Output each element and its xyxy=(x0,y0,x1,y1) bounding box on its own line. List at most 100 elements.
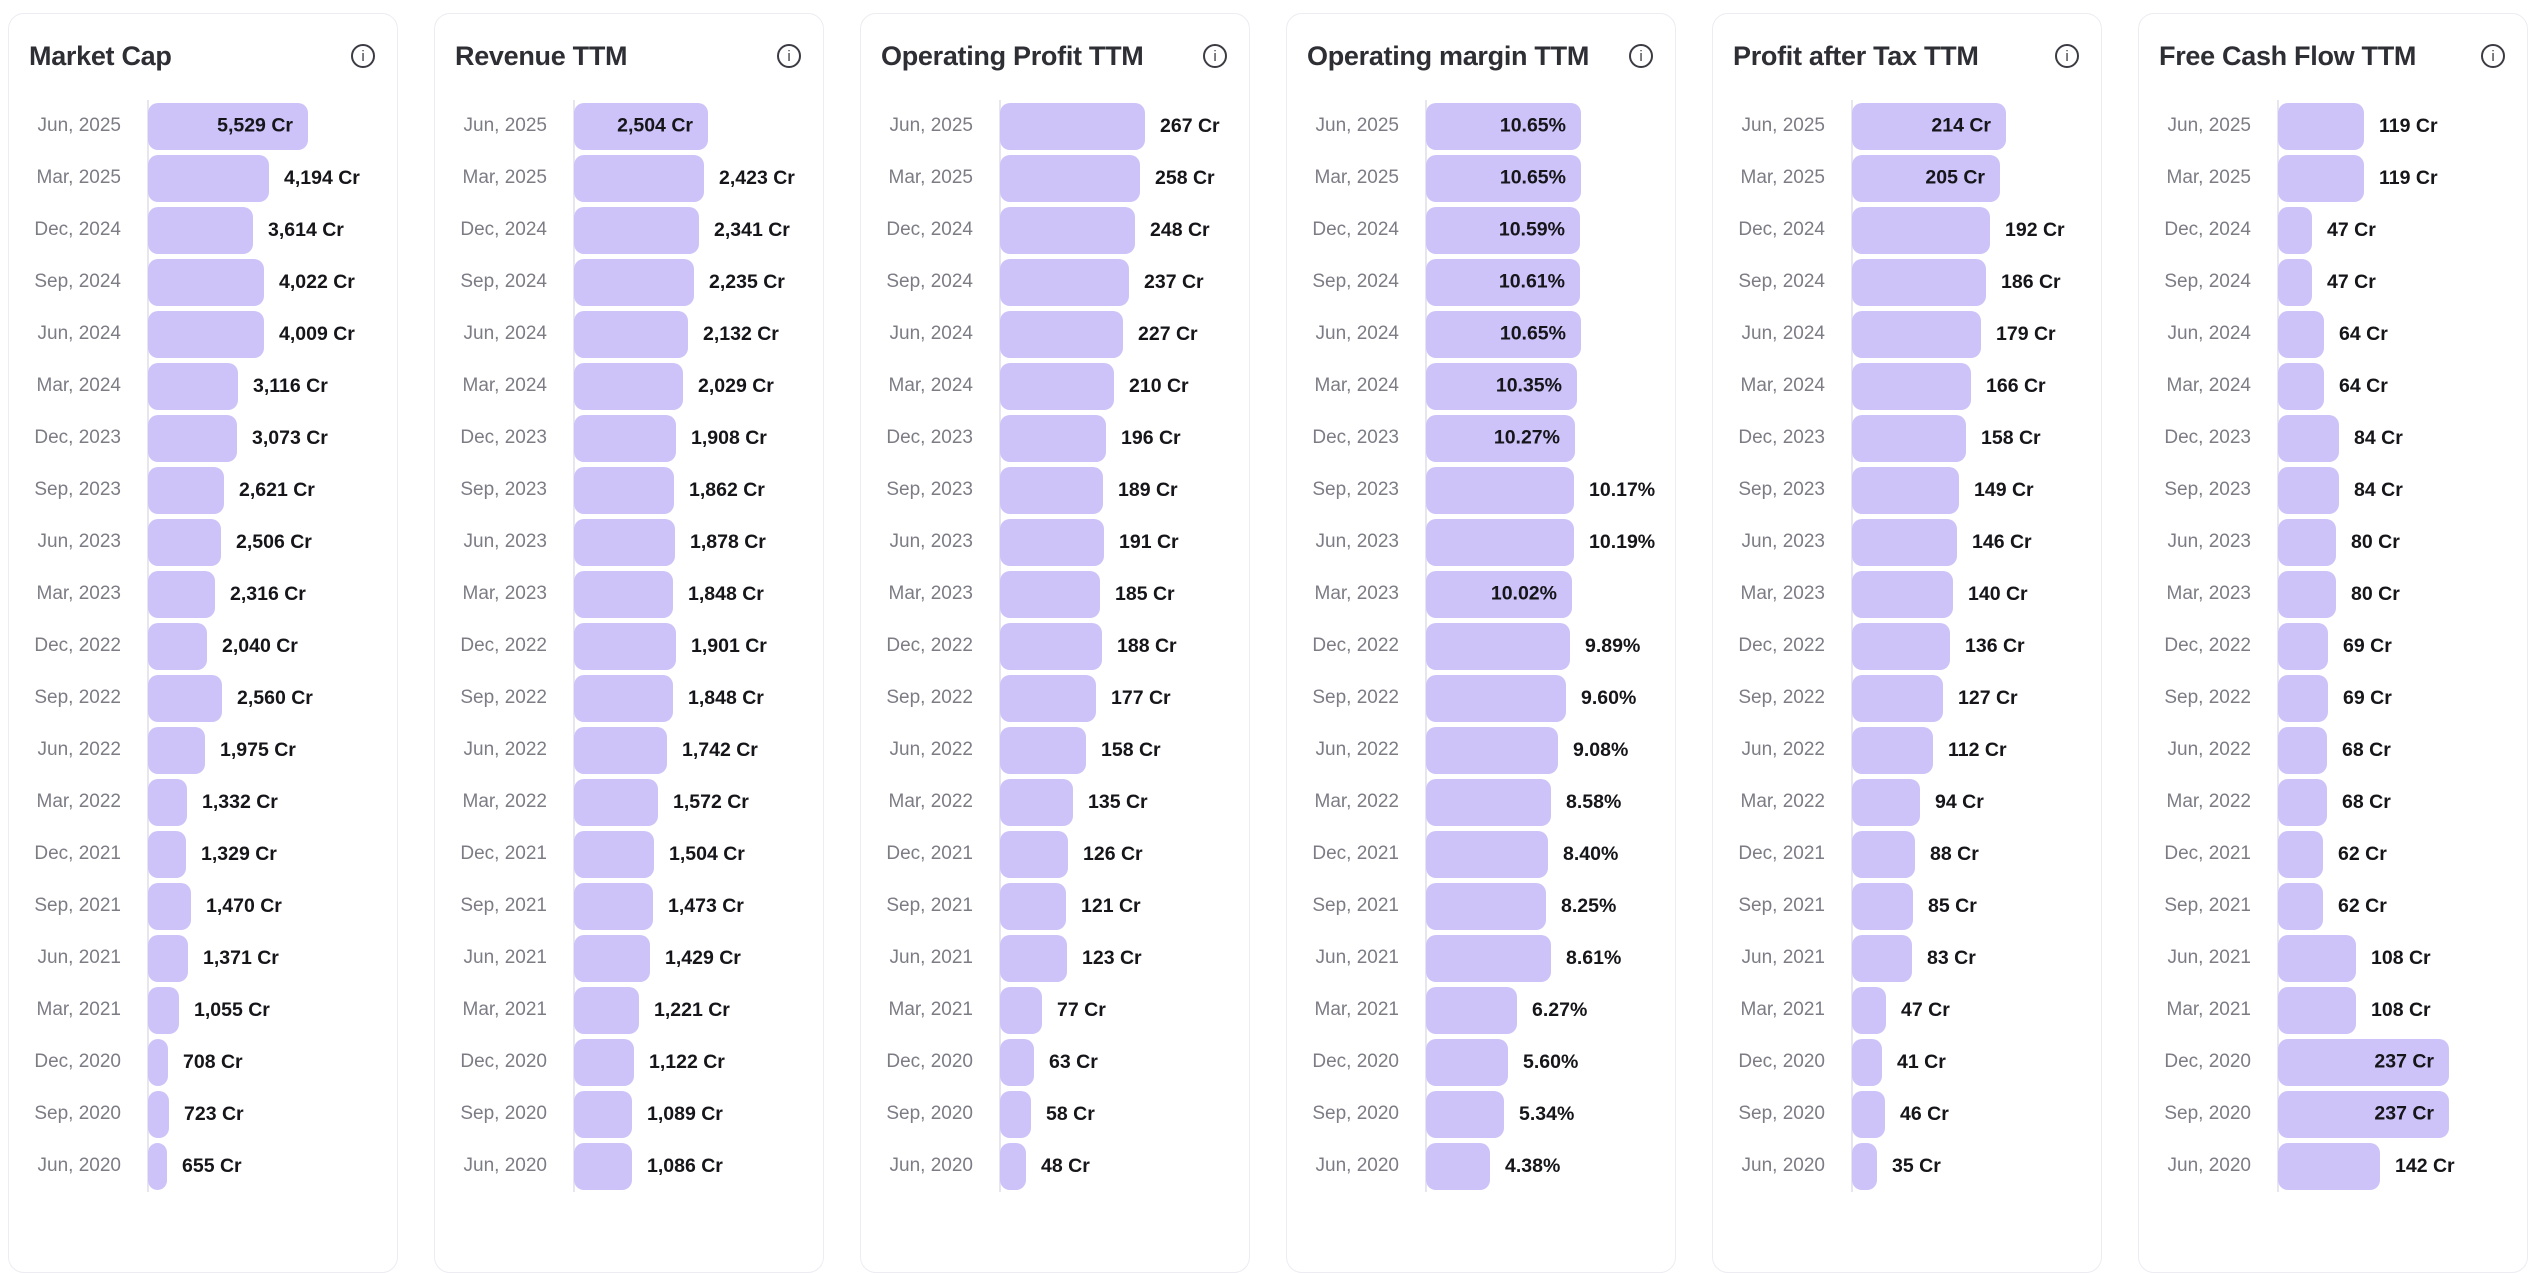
bar[interactable] xyxy=(2278,882,2323,930)
bar[interactable] xyxy=(2278,570,2336,618)
bar[interactable]: 205 Cr xyxy=(1852,154,2000,202)
bar[interactable] xyxy=(2278,414,2339,462)
bar[interactable] xyxy=(1852,986,1886,1034)
bar[interactable] xyxy=(2278,674,2328,722)
bar[interactable] xyxy=(2278,258,2312,306)
bar[interactable] xyxy=(2278,466,2339,514)
bar[interactable]: 5,529 Cr xyxy=(148,102,308,150)
bar[interactable] xyxy=(1000,362,1114,410)
bar[interactable] xyxy=(1426,726,1558,774)
info-icon[interactable]: i xyxy=(2055,44,2079,68)
bar[interactable]: 10.61% xyxy=(1426,258,1580,306)
bar[interactable] xyxy=(148,622,207,670)
bar[interactable]: 237 Cr xyxy=(2278,1038,2449,1086)
bar[interactable] xyxy=(2278,1142,2380,1190)
bar[interactable] xyxy=(148,466,224,514)
bar[interactable] xyxy=(1000,1090,1031,1138)
bar[interactable] xyxy=(574,622,676,670)
bar[interactable] xyxy=(1426,830,1548,878)
bar[interactable] xyxy=(574,258,694,306)
bar[interactable]: 10.27% xyxy=(1426,414,1575,462)
bar[interactable] xyxy=(1852,622,1950,670)
bar[interactable] xyxy=(1852,778,1920,826)
bar[interactable]: 10.02% xyxy=(1426,570,1572,618)
bar[interactable]: 10.35% xyxy=(1426,362,1577,410)
bar[interactable] xyxy=(1000,882,1066,930)
bar[interactable] xyxy=(1426,1090,1504,1138)
info-icon[interactable]: i xyxy=(1203,44,1227,68)
bar[interactable] xyxy=(1852,518,1957,566)
bar[interactable] xyxy=(1000,778,1073,826)
bar[interactable] xyxy=(1000,466,1103,514)
bar[interactable] xyxy=(148,258,264,306)
bar[interactable] xyxy=(148,414,237,462)
bar[interactable] xyxy=(574,934,650,982)
bar[interactable] xyxy=(574,1090,632,1138)
bar[interactable] xyxy=(1000,726,1086,774)
bar[interactable] xyxy=(1426,934,1551,982)
bar[interactable] xyxy=(1426,518,1574,566)
bar[interactable] xyxy=(1000,206,1135,254)
bar[interactable] xyxy=(1852,1090,1885,1138)
bar[interactable] xyxy=(1852,934,1912,982)
bar[interactable] xyxy=(1852,674,1943,722)
bar[interactable] xyxy=(148,310,264,358)
bar[interactable] xyxy=(1852,570,1953,618)
bar[interactable] xyxy=(574,466,674,514)
bar[interactable] xyxy=(1000,570,1100,618)
bar[interactable] xyxy=(574,830,654,878)
bar[interactable] xyxy=(574,882,653,930)
bar[interactable] xyxy=(2278,986,2356,1034)
bar[interactable] xyxy=(1000,830,1068,878)
bar[interactable] xyxy=(1426,466,1574,514)
bar[interactable] xyxy=(1000,310,1123,358)
bar[interactable] xyxy=(574,1142,632,1190)
bar[interactable] xyxy=(574,778,658,826)
bar[interactable] xyxy=(1852,310,1981,358)
bar[interactable] xyxy=(2278,778,2327,826)
info-icon[interactable]: i xyxy=(2481,44,2505,68)
bar[interactable] xyxy=(574,206,699,254)
bar[interactable] xyxy=(574,726,667,774)
bar[interactable] xyxy=(2278,206,2312,254)
bar[interactable] xyxy=(574,518,675,566)
bar[interactable] xyxy=(148,1142,167,1190)
bar[interactable] xyxy=(2278,518,2336,566)
bar[interactable] xyxy=(1852,1142,1877,1190)
bar[interactable] xyxy=(1852,414,1966,462)
bar[interactable] xyxy=(148,1090,169,1138)
bar[interactable] xyxy=(1852,206,1990,254)
info-icon[interactable]: i xyxy=(1629,44,1653,68)
bar[interactable] xyxy=(1000,674,1096,722)
bar[interactable] xyxy=(2278,622,2328,670)
bar[interactable] xyxy=(1000,154,1140,202)
bar[interactable] xyxy=(1000,518,1104,566)
bar[interactable] xyxy=(1852,466,1959,514)
bar[interactable] xyxy=(148,570,215,618)
bar[interactable] xyxy=(148,518,221,566)
bar[interactable] xyxy=(574,986,639,1034)
bar[interactable] xyxy=(574,674,673,722)
bar[interactable] xyxy=(148,778,187,826)
bar[interactable] xyxy=(1000,622,1102,670)
bar[interactable]: 10.59% xyxy=(1426,206,1580,254)
bar[interactable] xyxy=(1426,1142,1490,1190)
bar[interactable] xyxy=(2278,310,2324,358)
bar[interactable] xyxy=(1852,258,1986,306)
bar[interactable] xyxy=(1000,1038,1034,1086)
bar[interactable] xyxy=(574,310,688,358)
bar[interactable]: 10.65% xyxy=(1426,310,1581,358)
bar[interactable] xyxy=(1852,726,1933,774)
bar[interactable] xyxy=(148,882,191,930)
bar[interactable]: 10.65% xyxy=(1426,154,1581,202)
bar[interactable]: 2,504 Cr xyxy=(574,102,708,150)
bar[interactable] xyxy=(2278,726,2327,774)
bar[interactable] xyxy=(1000,986,1042,1034)
bar[interactable] xyxy=(2278,362,2324,410)
bar[interactable] xyxy=(1852,1038,1882,1086)
bar[interactable] xyxy=(2278,102,2364,150)
bar[interactable]: 10.65% xyxy=(1426,102,1581,150)
bar[interactable] xyxy=(1426,882,1546,930)
bar[interactable] xyxy=(1000,102,1145,150)
bar[interactable] xyxy=(148,934,188,982)
